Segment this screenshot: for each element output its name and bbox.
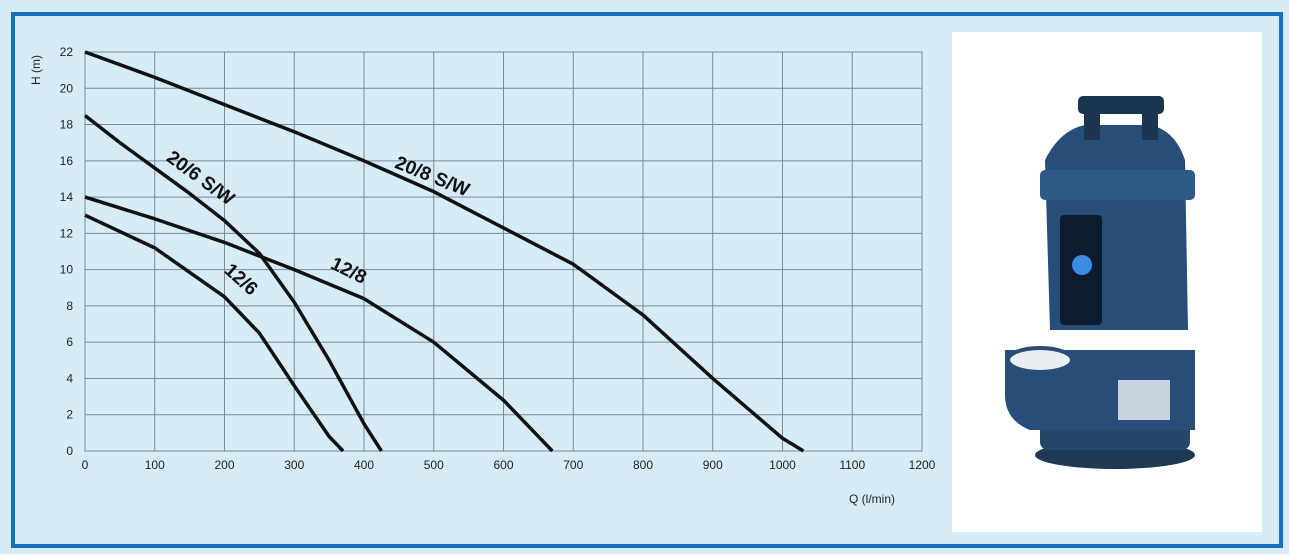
y-tick-label: 16 (60, 154, 74, 168)
curve (84, 213, 345, 453)
x-tick-label: 600 (493, 458, 513, 472)
x-tick-label: 1100 (839, 458, 865, 472)
x-tick-label: 900 (703, 458, 723, 472)
x-tick-label: 500 (424, 458, 444, 472)
curve (84, 50, 805, 453)
x-axis-label: Q (l/min) (849, 492, 895, 506)
x-tick-label: 200 (214, 458, 234, 472)
y-tick-label: 4 (66, 371, 73, 385)
y-axis-label: H (m) (29, 55, 43, 85)
x-tick-label: 300 (284, 458, 304, 472)
x-tick-label: 400 (354, 458, 374, 472)
x-tick-label: 1000 (769, 458, 796, 472)
x-tick-label: 1200 (909, 458, 936, 472)
curve (84, 195, 554, 453)
curve (83, 114, 383, 452)
y-tick-label: 10 (60, 263, 74, 277)
y-tick-label: 18 (60, 118, 74, 132)
y-tick-label: 0 (66, 444, 73, 458)
y-tick-label: 14 (60, 190, 74, 204)
pump-photo (952, 32, 1262, 532)
x-tick-label: 0 (82, 458, 89, 472)
y-tick-label: 8 (66, 299, 73, 313)
y-tick-label: 6 (66, 335, 73, 349)
y-tick-label: 20 (60, 81, 74, 95)
y-tick-label: 22 (60, 45, 74, 59)
x-tick-label: 100 (145, 458, 165, 472)
x-tick-label: 700 (563, 458, 583, 472)
y-tick-label: 12 (60, 226, 74, 240)
x-tick-label: 800 (633, 458, 653, 472)
y-tick-label: 2 (66, 408, 73, 422)
